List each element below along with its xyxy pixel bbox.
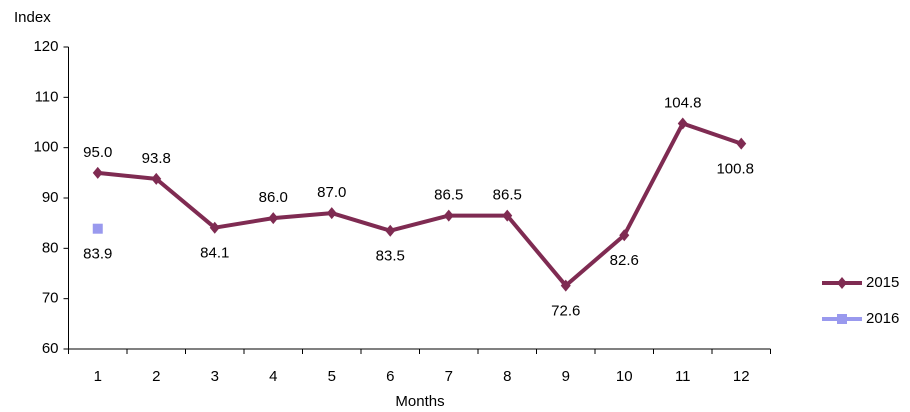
marker <box>385 224 396 237</box>
x-tick-label: 3 <box>211 368 219 385</box>
x-tick-label: 5 <box>328 368 336 385</box>
x-axis-title: Months <box>395 393 444 410</box>
legend-label: 2015 <box>866 274 899 291</box>
x-tick-label: 12 <box>733 368 750 385</box>
x-tick-label: 9 <box>562 368 570 385</box>
y-tick-label: 100 <box>33 139 58 156</box>
x-tick-label: 7 <box>445 368 453 385</box>
data-label: 95.0 <box>83 144 112 161</box>
data-label: 86.5 <box>493 187 522 204</box>
data-label: 83.9 <box>83 246 112 263</box>
marker <box>92 223 103 234</box>
line <box>97 121 742 288</box>
x-tick-label: 10 <box>616 368 633 385</box>
x-tick-label: 2 <box>152 368 160 385</box>
data-label: 93.8 <box>142 150 171 167</box>
marker <box>837 277 847 289</box>
data-label: 104.8 <box>664 94 702 111</box>
marker <box>151 172 162 185</box>
x-tick-label: 8 <box>503 368 511 385</box>
marker <box>502 209 513 222</box>
x-tick-label: 11 <box>675 368 691 385</box>
marker <box>443 209 454 222</box>
y-tick-label: 120 <box>33 38 58 55</box>
data-label: 87.0 <box>317 184 346 201</box>
y-tick-label: 90 <box>42 189 59 206</box>
y-tick-label: 110 <box>35 88 59 105</box>
data-label: 86.0 <box>259 189 288 206</box>
marker <box>736 137 747 150</box>
data-label: 72.6 <box>551 303 580 320</box>
y-tick-label: 60 <box>42 340 59 357</box>
data-label: 84.1 <box>200 245 229 262</box>
marker <box>326 207 337 220</box>
marker <box>837 314 847 324</box>
marker <box>92 166 103 179</box>
marker <box>209 221 220 234</box>
y-axis-title: Index <box>14 9 51 26</box>
x-tick-label: 6 <box>386 368 394 385</box>
data-label: 83.5 <box>376 248 405 265</box>
marker <box>560 279 571 292</box>
x-tick-label: 1 <box>94 368 102 385</box>
x-tick-label: 4 <box>269 368 277 385</box>
legend-label: 2016 <box>866 310 899 327</box>
y-tick-label: 80 <box>42 239 59 256</box>
marker <box>677 117 688 130</box>
data-label: 86.5 <box>434 187 463 204</box>
marker <box>619 229 630 242</box>
marker <box>268 212 279 225</box>
data-label: 100.8 <box>716 161 754 178</box>
data-label: 82.6 <box>610 252 639 269</box>
y-tick-label: 70 <box>42 290 59 307</box>
